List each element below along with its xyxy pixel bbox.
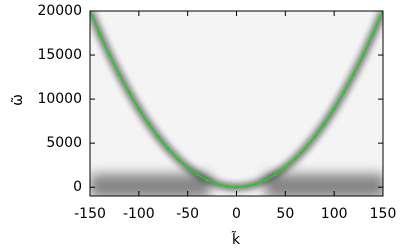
fit-point [283,166,287,170]
y-tick-label: 5000 [46,135,82,151]
fit-point [332,107,336,111]
x-axis-label: k̃ [231,231,241,248]
fit-point [303,147,307,151]
x-tick-label: -50 [176,206,199,222]
fit-point [98,32,102,36]
fit-point [107,53,112,57]
fit-point [244,184,248,189]
x-tick-label: -150 [74,206,106,222]
fit-point [313,135,317,139]
fit-point [254,182,258,186]
fit-point [147,122,151,126]
fit-point [264,178,268,182]
fit-point [195,173,200,177]
fit-point [234,185,239,189]
noise-band [265,174,383,196]
fit-point [293,157,297,161]
plot-area [90,11,383,196]
fit-point [137,107,141,111]
fit-point [186,166,190,170]
x-tick-label: 0 [232,206,241,222]
fit-point [127,90,131,95]
y-tick-label: 15000 [37,47,82,63]
fit-point [176,157,180,161]
y-tick-label: 20000 [37,3,82,19]
y-tick-label: 10000 [37,91,82,107]
noise-band [90,174,210,196]
fit-point [117,72,121,77]
x-tick-label: 50 [276,206,294,222]
x-tick-label: 150 [370,206,397,222]
fit-point [225,184,229,189]
y-axis-label: ω̃ [10,94,26,106]
fit-point [205,178,209,182]
fit-point [215,182,219,186]
x-tick-label: 100 [321,206,348,222]
fit-point [166,147,170,151]
fit-point [352,72,356,77]
fit-point [322,122,326,126]
x-tick-label: -100 [123,206,155,222]
fit-point [342,90,346,95]
fit-point [273,173,278,177]
fit-point [371,32,375,36]
fit-point [156,135,160,139]
fit-point [361,53,366,57]
y-tick-label: 0 [73,179,82,195]
